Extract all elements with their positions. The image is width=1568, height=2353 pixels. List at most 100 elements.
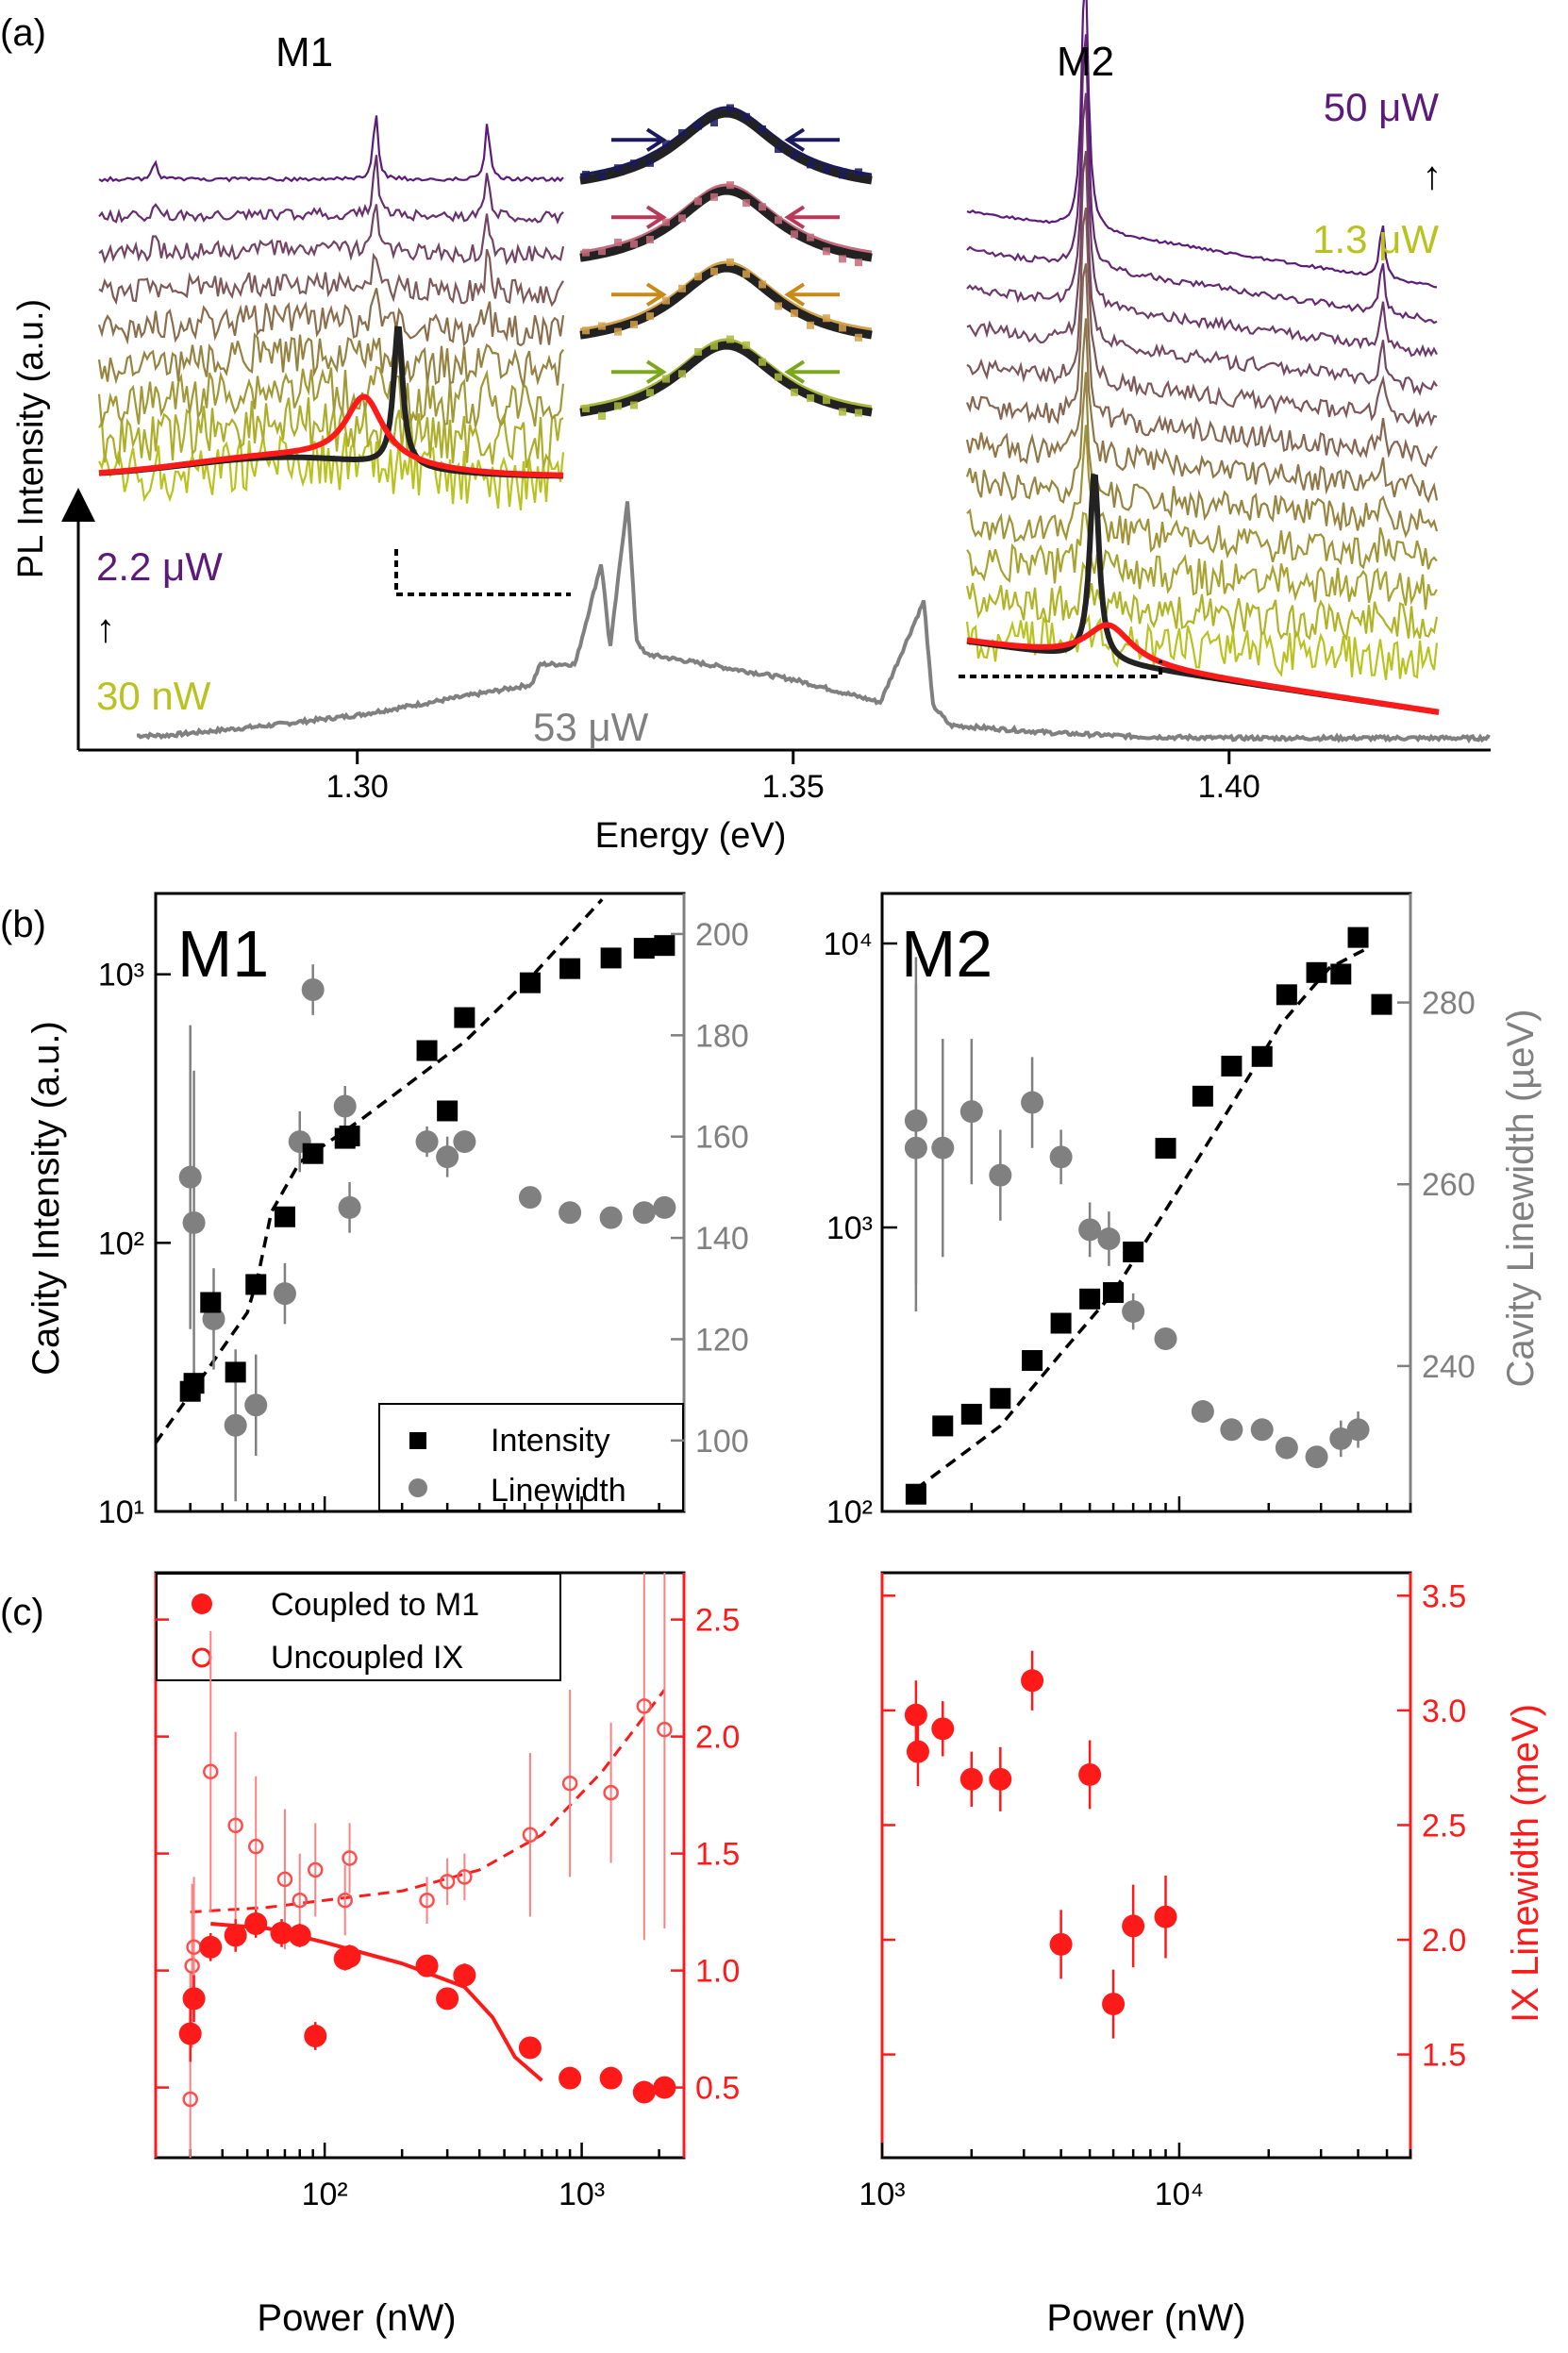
linewidth-point [1049, 1145, 1073, 1169]
intensity-point [225, 1361, 246, 1383]
panel-a-m1-label: M1 [275, 29, 333, 75]
intensity-point [932, 1415, 954, 1437]
center-inset-data-point [823, 396, 830, 405]
center-inset-colored-fit [579, 183, 873, 254]
coupled-m2-point [1102, 1993, 1126, 2016]
linewidth-point [1122, 1300, 1145, 1324]
center-inset-data-point [855, 333, 862, 342]
y-tick-label: 10³ [98, 958, 144, 993]
x-tick-label: 10³ [859, 2177, 905, 2212]
m1-inset-trace [98, 248, 564, 308]
m2-inset-trace [965, 263, 1438, 468]
intensity-fit-line [914, 948, 1366, 1491]
y2-tick-label: 1.0 [695, 1954, 740, 1990]
center-inset-data-point [775, 373, 782, 381]
coupled-point [224, 1924, 247, 1947]
m1-inset-trace [98, 204, 565, 266]
m1-inset-trace [98, 432, 565, 510]
center-inset-left-arrow [611, 359, 667, 384]
center-inset-data-point [823, 165, 830, 174]
intensity-point [1221, 1055, 1243, 1076]
uncoupled-point [292, 1892, 308, 1909]
center-inset-data-point [582, 326, 590, 335]
panel-a-center-inset [579, 104, 873, 420]
panel-a-m2-label: M2 [1057, 39, 1114, 85]
panel-a-x-tick-label: 1.40 [1198, 769, 1260, 805]
center-inset-data-point [662, 218, 670, 226]
intensity-point [960, 1403, 982, 1425]
intensity-point [1347, 926, 1369, 948]
uncoupled-point [203, 1763, 219, 1780]
intensity-point [339, 1126, 360, 1147]
y2-tick-label: 2.0 [1422, 1923, 1466, 1959]
coupled-point [653, 2076, 676, 2099]
linewidth-point [244, 1393, 268, 1417]
linewidth-point [989, 1163, 1012, 1187]
center-inset-data-point [823, 314, 830, 323]
y2-tick-label: 200 [695, 917, 749, 953]
panel-c-label: (c) [0, 1592, 44, 1633]
intensity-point [437, 1100, 459, 1122]
center-inset-data-point [582, 171, 590, 179]
coupled-m2-point [1078, 1762, 1102, 1786]
coupled-point [599, 2066, 623, 2090]
center-inset-data-point [598, 172, 606, 180]
panel-a-m1-power-arrow: ↑ [96, 606, 116, 650]
intensity-point [905, 1483, 926, 1505]
coupled-point [270, 1921, 293, 1944]
panel-b-m2-plot: M2 10² 10³ 10⁴ 240 260 280 [824, 892, 1476, 1530]
center-inset-data-point [742, 199, 750, 208]
m1-inset-trace [97, 332, 564, 388]
intensity-point [1251, 1045, 1273, 1067]
center-inset-data-point [710, 267, 718, 275]
linewidth-point [599, 1206, 623, 1229]
m2-inset-trace [966, 0, 1438, 289]
intensity-point [1192, 1085, 1213, 1107]
center-inset-data-point [582, 404, 590, 412]
m2-inset-trace [966, 92, 1438, 359]
center-inset-data-point [694, 273, 702, 281]
center-inset-data-point [839, 408, 846, 416]
linewidth-point [202, 1307, 225, 1330]
uncoupled-point [337, 1892, 353, 1909]
uncoupled-point [182, 2091, 198, 2108]
linewidth-point [518, 1186, 542, 1210]
y-tick-label: 10⁴ [824, 926, 873, 962]
m2-inset-trace [966, 150, 1438, 396]
intensity-point [559, 958, 581, 979]
linewidth-point [1097, 1227, 1121, 1251]
linewidth-point [1021, 1091, 1044, 1114]
y-tick-label: 10² [98, 1226, 144, 1261]
linewidth-point [632, 1201, 656, 1225]
center-inset-data-point [742, 270, 750, 278]
coupled-point [338, 1944, 361, 1968]
y-tick-label: 10¹ [98, 1494, 144, 1530]
legend-intensity-label: Intensity [491, 1423, 610, 1459]
center-inset-data-point [630, 240, 638, 248]
center-inset-data-point [694, 122, 702, 130]
m2-inset-trace [965, 610, 1439, 680]
center-inset-data-point [598, 411, 606, 420]
y2-tick-label: 180 [695, 1018, 749, 1054]
coupled-point [288, 1924, 311, 1947]
linewidth-point [931, 1136, 955, 1160]
center-inset-data-point [678, 284, 686, 292]
center-inset-data-point [646, 159, 654, 167]
uncoupled-point [308, 1861, 324, 1878]
center-inset-data-point [839, 324, 846, 332]
center-inset-data-point [630, 401, 638, 409]
m1-inset-red-fit [98, 393, 564, 478]
center-inset-data-point [742, 112, 750, 121]
x-tick-label: 10² [302, 2177, 348, 2212]
legend-intensity-marker [409, 1432, 426, 1449]
panel-a-m2-inset [965, 0, 1440, 715]
intensity-fit-line [154, 898, 604, 1444]
linewidth-point [1220, 1418, 1243, 1442]
coupled-m2-point [989, 1767, 1012, 1791]
y2-tick-label: 140 [695, 1221, 749, 1257]
uncoupled-point [227, 1817, 243, 1834]
m2-inset-trace [965, 372, 1439, 539]
center-inset-data-point [726, 181, 734, 190]
linewidth-point [1329, 1427, 1353, 1450]
center-inset-data-point [582, 248, 590, 257]
